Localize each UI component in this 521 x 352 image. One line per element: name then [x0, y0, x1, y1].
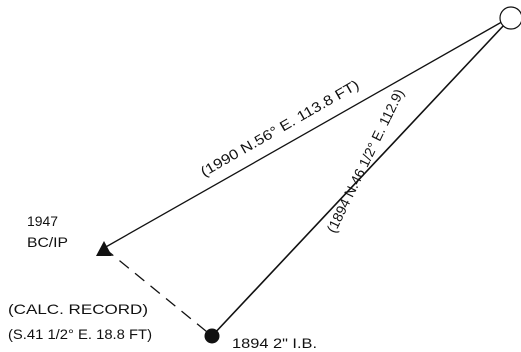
bc-ip-year-label: 1947 [27, 213, 58, 229]
calc-record-label-line2: (S.41 1/2° E. 18.8 FT) [8, 326, 152, 342]
open-circle-monument-icon [499, 6, 521, 30]
bc-ip-name-label: BC/IP [27, 234, 68, 250]
line-1990-record [103, 18, 508, 249]
ib-monument-label: 1894 2" I.B. [232, 335, 317, 351]
triangle-monument-icon [96, 241, 112, 256]
calc-record-label-line1: (CALC. RECORD) [8, 301, 148, 317]
record-1894-bearing-label: (1894 N.46 1/2° E. 112.9) [323, 86, 407, 235]
line-calc-record-dashed [103, 247, 213, 337]
record-1990-bearing-label: (1990 N.56° E. 113.8 FT) [198, 76, 362, 179]
line-1894-record [211, 23, 506, 337]
filled-circle-monument-icon [204, 328, 220, 344]
